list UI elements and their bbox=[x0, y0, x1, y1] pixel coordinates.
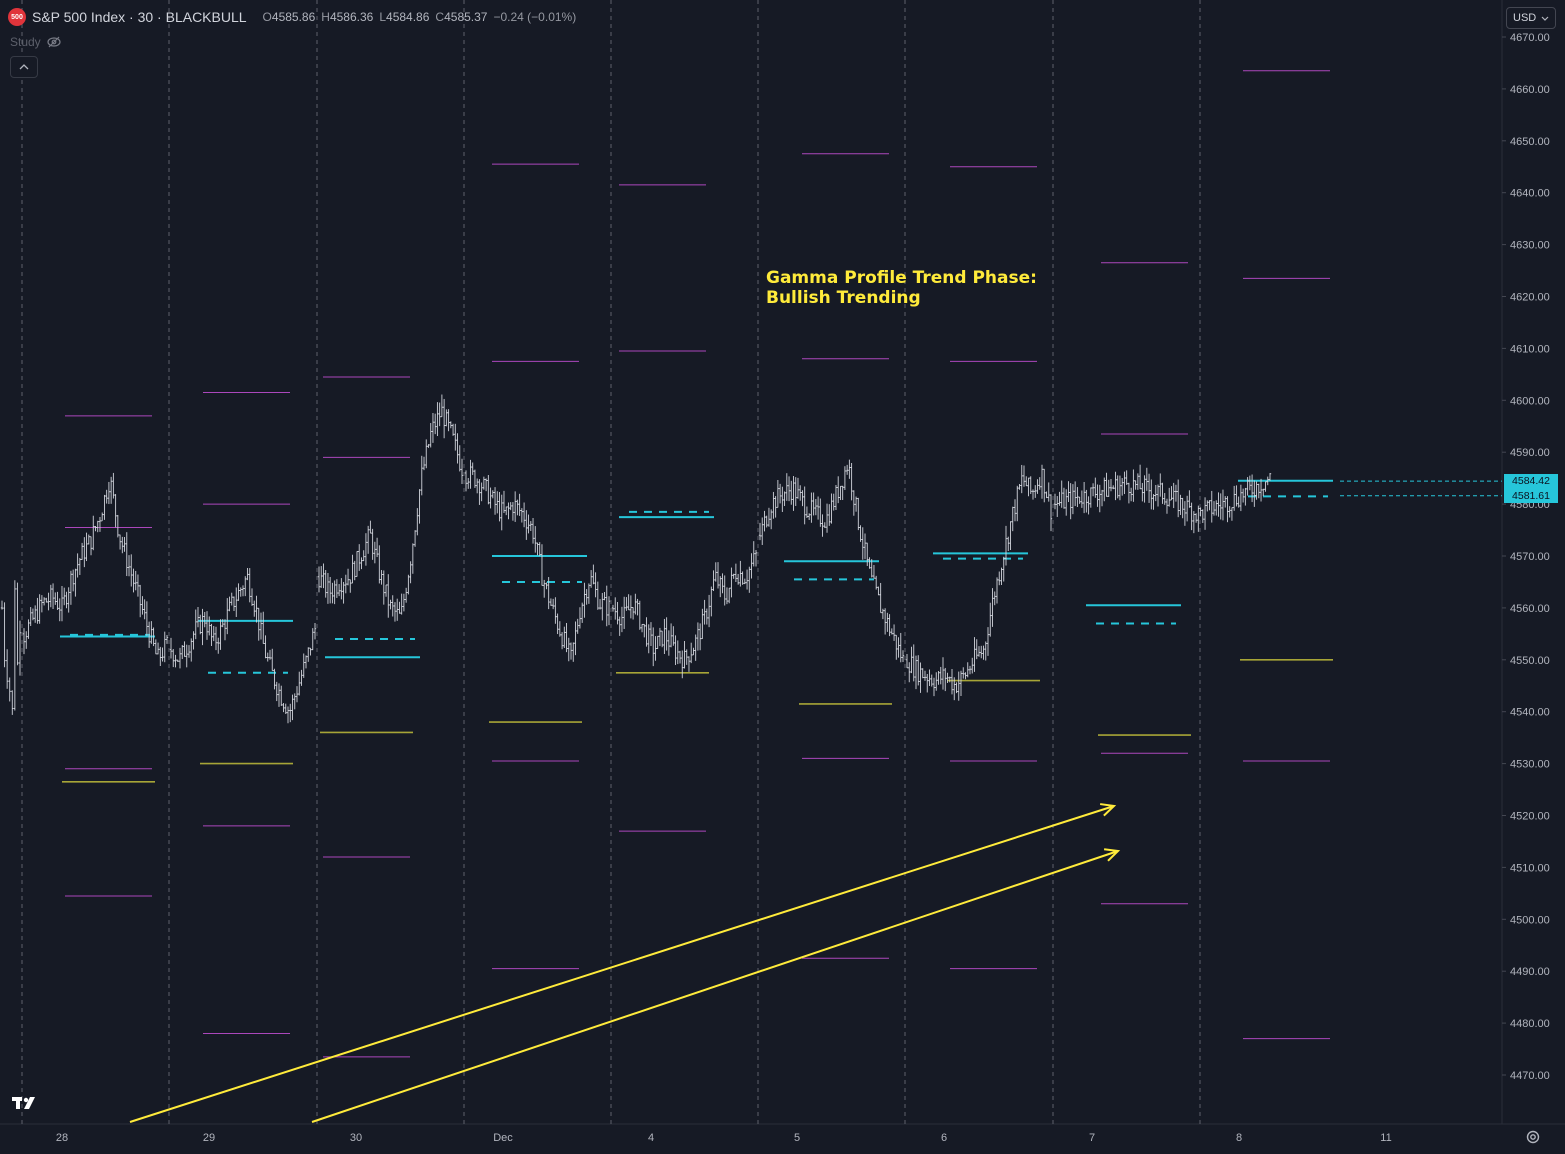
open-value: 4585.86 bbox=[271, 10, 316, 24]
trend-arrow-upper bbox=[129, 805, 1115, 1123]
chevron-down-icon bbox=[1541, 16, 1549, 21]
y-tick-label: 4640.00 bbox=[1510, 188, 1550, 200]
y-tick-label: 4530.00 bbox=[1510, 759, 1550, 771]
annotation-line-2: Bullish Trending bbox=[766, 288, 921, 308]
change-value: −0.24 (−0.01%) bbox=[493, 10, 577, 24]
y-tick-label: 4480.00 bbox=[1510, 1018, 1550, 1030]
open-label: O bbox=[262, 10, 272, 24]
tradingview-logo[interactable] bbox=[12, 1092, 42, 1116]
x-tick-label: 11 bbox=[1380, 1132, 1391, 1144]
y-tick-label: 4560.00 bbox=[1510, 603, 1550, 615]
x-tick-label: 4 bbox=[648, 1132, 654, 1144]
y-tick-label: 4510.00 bbox=[1510, 862, 1550, 874]
x-tick-label: 29 bbox=[203, 1132, 215, 1144]
x-tick-label: 28 bbox=[56, 1132, 68, 1144]
y-tick-label: 4500.00 bbox=[1510, 914, 1550, 926]
low-value: 4584.86 bbox=[386, 10, 430, 24]
y-tick-label: 4650.00 bbox=[1510, 136, 1550, 148]
study-label: Study bbox=[10, 35, 41, 49]
y-tick-label: 4570.00 bbox=[1510, 551, 1550, 563]
y-tick-label: 4520.00 bbox=[1510, 811, 1550, 823]
y-tick-label: 4620.00 bbox=[1510, 292, 1550, 304]
close-label: C bbox=[435, 10, 445, 24]
x-tick-label: 5 bbox=[794, 1132, 800, 1144]
close-value: 4585.37 bbox=[444, 10, 488, 24]
gear-icon-shape bbox=[1526, 1130, 1540, 1144]
trend-arrow-upper-head bbox=[1099, 803, 1117, 817]
chevron-up-icon bbox=[19, 64, 29, 70]
eye-off-icon[interactable] bbox=[47, 36, 61, 48]
annotation-line-1: Gamma Profile Trend Phase: bbox=[766, 268, 1037, 288]
y-tick-label: 4540.00 bbox=[1510, 707, 1550, 719]
study-legend[interactable]: Study bbox=[10, 35, 61, 49]
trend-arrow-lower bbox=[311, 850, 1119, 1123]
y-tick-label: 4600.00 bbox=[1510, 395, 1550, 407]
y-tick-label: 4590.00 bbox=[1510, 447, 1550, 459]
gear-icon[interactable] bbox=[1524, 1128, 1542, 1146]
high-value: 4586.36 bbox=[329, 10, 374, 24]
y-tick-label: 4470.00 bbox=[1510, 1070, 1550, 1082]
x-tick-label: 7 bbox=[1089, 1132, 1095, 1144]
x-tick-label: 30 bbox=[350, 1132, 362, 1144]
gamma-annotation[interactable]: Gamma Profile Trend Phase: Bullish Trend… bbox=[766, 268, 1037, 308]
trend-arrow-lower-head bbox=[1103, 848, 1121, 862]
collapse-legend-button[interactable] bbox=[10, 56, 38, 78]
x-tick-label: 8 bbox=[1236, 1132, 1242, 1144]
x-tick-label: 6 bbox=[941, 1132, 947, 1144]
y-tick-label: 4630.00 bbox=[1510, 240, 1550, 252]
current-price-tag: 4584.42 bbox=[1504, 473, 1558, 489]
y-tick-label: 4610.00 bbox=[1510, 343, 1550, 355]
y-tick-label: 4490.00 bbox=[1510, 966, 1550, 978]
y-tick-label: 4670.00 bbox=[1510, 32, 1550, 44]
tradingview-logo-mark bbox=[12, 1097, 35, 1109]
y-tick-label: 4660.00 bbox=[1510, 84, 1550, 96]
high-label: H bbox=[321, 10, 330, 24]
x-tick-label: Dec bbox=[493, 1132, 513, 1144]
ohlc-values: O4585.86 H4586.36 L4584.86 C4585.37 −0.2… bbox=[263, 10, 577, 24]
symbol-title[interactable]: S&P 500 Index · 30 · BLACKBULL bbox=[32, 9, 247, 25]
y-tick-label: 4550.00 bbox=[1510, 655, 1550, 667]
symbol-badge: 500 bbox=[8, 8, 26, 26]
currency-selector[interactable]: USD bbox=[1506, 7, 1556, 29]
low-label: L bbox=[379, 10, 387, 24]
current-price-tag: 4581.61 bbox=[1504, 488, 1558, 504]
currency-label: USD bbox=[1513, 12, 1537, 24]
chart-header: 500 S&P 500 Index · 30 · BLACKBULL O4585… bbox=[8, 8, 576, 26]
